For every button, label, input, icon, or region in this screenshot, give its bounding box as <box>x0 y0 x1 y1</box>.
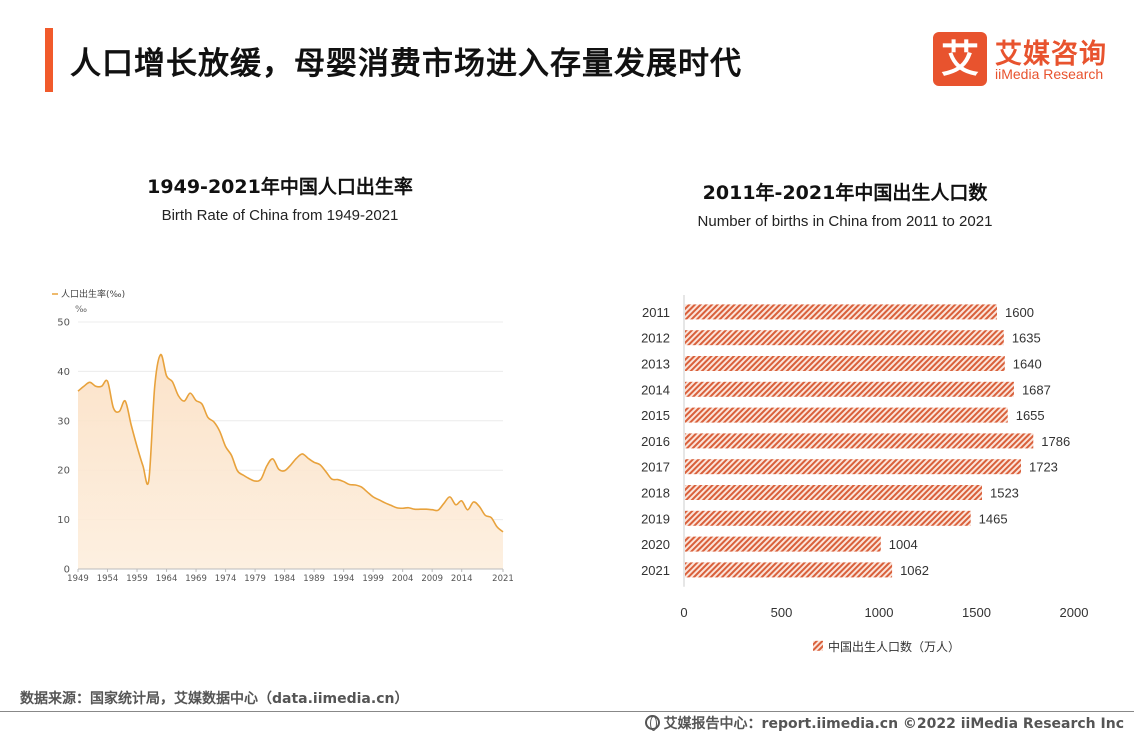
x-tick-label: 1994 <box>333 574 355 584</box>
iimedia-logo: 艾 艾媒咨询 iiMedia Research <box>933 32 1113 86</box>
x-tick-label: 1989 <box>303 574 325 584</box>
category-label: 2018 <box>641 486 670 501</box>
y-tick-label: 0 <box>64 565 70 576</box>
x-tick-label: 1984 <box>274 574 296 584</box>
x-tick-label: 2004 <box>392 574 414 584</box>
legend-swatch <box>813 640 823 651</box>
y-tick-label: 50 <box>57 318 70 329</box>
y-tick-label: 40 <box>57 367 70 378</box>
data-label-2020: 1004 <box>889 537 918 552</box>
bar-2011 <box>685 304 997 320</box>
births-chart-subtitle: Number of births in China from 2011 to 2… <box>697 213 993 230</box>
birth-rate-line <box>77 353 504 533</box>
bar-2017 <box>685 459 1021 475</box>
data-label-2021: 1062 <box>900 563 929 578</box>
x-tick-label: 1969 <box>185 574 207 584</box>
birth-rate-area <box>78 354 503 569</box>
category-label: 2021 <box>641 563 670 578</box>
bar-2019 <box>685 510 971 526</box>
bar-2012 <box>685 330 1004 346</box>
data-label-2011: 1600 <box>1005 305 1034 320</box>
birth-rate-chart-title: 1949-2021年中国人口出生率 <box>147 176 413 198</box>
births-bar-chart: 2011 1600 2012 1635 2013 1640 2014 1687 2015 1655… <box>641 295 1089 654</box>
category-label: 2011 <box>642 305 670 320</box>
category-label: 2019 <box>641 511 670 526</box>
category-label: 2020 <box>641 537 670 552</box>
x-tick-label: 1979 <box>244 574 266 584</box>
data-source-note: 数据来源：国家统计局，艾媒数据中心（data.iimedia.cn） <box>20 691 409 707</box>
category-label: 2012 <box>641 331 670 346</box>
data-label-2018: 1523 <box>990 486 1019 501</box>
y-unit-label: ‰ <box>75 305 87 315</box>
globe-icon <box>644 715 660 731</box>
category-label: 2016 <box>641 434 670 449</box>
page-title: 人口增长放缓，母婴消费市场进入存量发展时代 <box>70 46 742 82</box>
x-tick-label: 1959 <box>126 574 148 584</box>
y-tick-label: 20 <box>57 466 70 477</box>
bar-2015 <box>685 407 1008 423</box>
bar-2014 <box>685 381 1014 397</box>
bar-2021 <box>685 562 893 578</box>
data-label-2016: 1786 <box>1041 434 1070 449</box>
data-label-2015: 1655 <box>1016 408 1045 423</box>
title-accent-bar <box>45 28 53 92</box>
x-tick-label: 1954 <box>97 574 119 584</box>
data-label-2014: 1687 <box>1022 382 1051 397</box>
bar-2020 <box>685 536 881 552</box>
x-tick-label: 1500 <box>962 605 991 620</box>
bar-2018 <box>685 485 982 500</box>
y-tick-label: 10 <box>57 515 70 526</box>
x-tick-label: 2000 <box>1060 605 1089 620</box>
y-tick-label: 30 <box>57 416 70 427</box>
legend-label: 中国出生人口数（万人） <box>828 639 960 654</box>
birth-rate-area-chart: 人口出生率(‰) ‰ 0 10 20 30 40 50 1949 1954 1959 1964 1969… <box>52 288 514 584</box>
x-tick-label: 1964 <box>156 574 178 584</box>
logo-chinese-name: 艾媒咨询 <box>995 39 1107 70</box>
x-tick-label: 1974 <box>215 574 237 584</box>
category-label: 2013 <box>641 357 670 372</box>
x-tick-label: 1949 <box>67 574 89 584</box>
x-tick-label: 2009 <box>421 574 443 584</box>
data-label-2013: 1640 <box>1013 357 1042 372</box>
births-chart-title: 2011年-2021年中国出生人口数 <box>702 182 988 204</box>
legend-label: 人口出生率(‰) <box>61 288 125 300</box>
data-label-2012: 1635 <box>1012 331 1041 346</box>
data-label-2017: 1723 <box>1029 460 1058 475</box>
bar-2013 <box>685 356 1005 371</box>
logo-english-name: iiMedia Research <box>995 66 1104 82</box>
data-label-2019: 1465 <box>979 511 1008 526</box>
category-label: 2015 <box>641 408 670 423</box>
x-tick-label: 2014 <box>451 574 473 584</box>
birth-rate-chart-subtitle: Birth Rate of China from 1949-2021 <box>161 207 399 224</box>
x-tick-label: 1000 <box>865 605 894 620</box>
footer-credit: 艾媒报告中心：report.iimedia.cn ©2022 iiMedia R… <box>644 713 1124 733</box>
category-label: 2017 <box>641 460 670 475</box>
bar-2016 <box>685 433 1034 449</box>
x-tick-label: 1999 <box>362 574 384 584</box>
x-tick-label: 2021 <box>492 574 514 584</box>
footer-credit-text: 艾媒报告中心：report.iimedia.cn ©2022 iiMedia R… <box>663 716 1124 732</box>
footer-divider <box>0 711 1134 712</box>
x-tick-label: 0 <box>680 605 687 620</box>
category-label: 2014 <box>641 382 670 397</box>
logo-mark: 艾 <box>933 32 987 86</box>
x-tick-label: 500 <box>771 605 793 620</box>
